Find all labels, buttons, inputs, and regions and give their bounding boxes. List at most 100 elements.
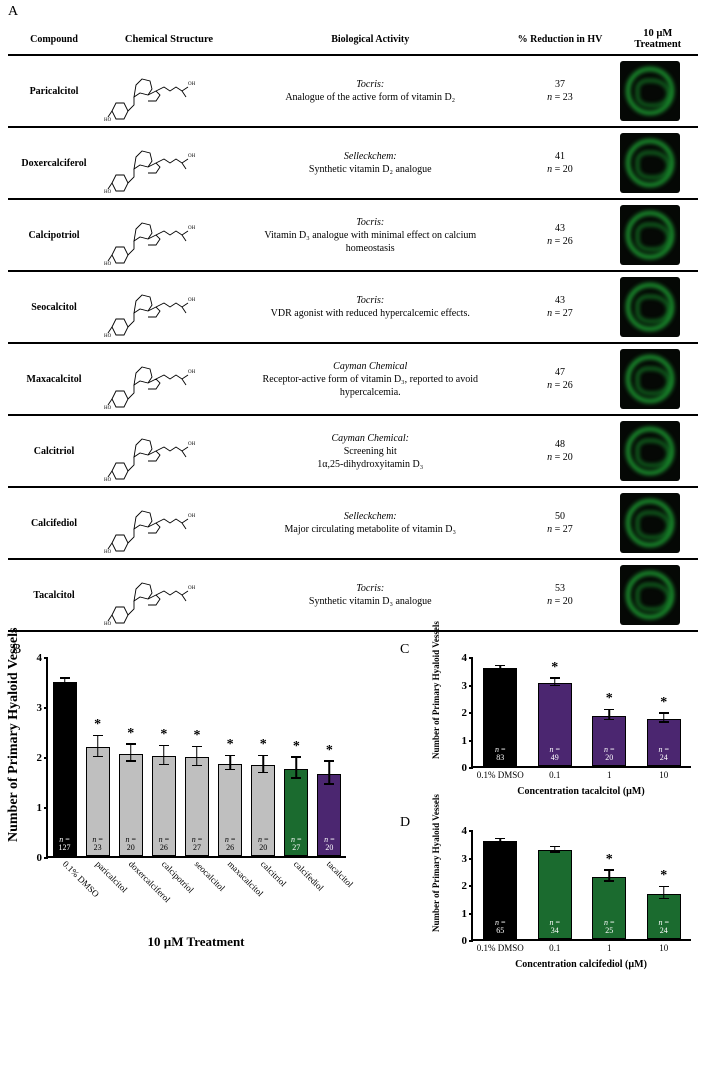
treatment-image — [618, 271, 699, 343]
y-tick-label: 4 — [453, 652, 467, 664]
y-axis-label: Number of Primary Hyaloid Vessels — [6, 628, 22, 842]
n-label: n =27 — [192, 836, 203, 852]
bar-column: *n =27calcifediol — [280, 658, 313, 856]
bar-column: *n =20doxercalciferol — [114, 658, 147, 856]
significance-star: * — [160, 727, 167, 743]
compound-table: Compound Chemical Structure Biological A… — [8, 24, 698, 632]
table-row: Doxercalciferol HO OH Selleckchem:Synthe… — [8, 127, 698, 199]
plot-area: 01234n =1270.1% DMSO*n =23paricalcitol*n… — [46, 658, 346, 858]
chemical-structure: HO OH — [100, 127, 238, 199]
reduction-hv: 53n = 20 — [503, 559, 618, 631]
svg-text:HO: HO — [104, 334, 112, 337]
significance-star: * — [193, 728, 200, 744]
significance-star: * — [326, 743, 333, 759]
y-tick-label: 3 — [453, 680, 467, 692]
y-tick-label: 0 — [453, 935, 467, 947]
bar: *n =20 — [317, 774, 341, 857]
treatment-image — [618, 487, 699, 559]
significance-star: * — [660, 868, 667, 884]
bar-column: n =830.1% DMSO — [473, 658, 528, 766]
bar: *n =20 — [592, 716, 626, 766]
n-label: n =20 — [324, 836, 335, 852]
x-tick-label: calcitriol — [259, 859, 289, 889]
th-structure: Chemical Structure — [100, 24, 238, 55]
n-label: n =49 — [549, 746, 560, 762]
y-tick-label: 4 — [28, 652, 42, 664]
panel-d-label: D — [380, 815, 709, 831]
th-hv: % Reduction in HV — [503, 24, 618, 55]
bar-column: *n =26calcipotriol — [147, 658, 180, 856]
x-axis-label: 10 µM Treatment — [46, 934, 346, 950]
compound-name: Tacalcitol — [8, 559, 100, 631]
bar: *n =26 — [152, 756, 176, 856]
biological-activity: Cayman ChemicalReceptor-active form of v… — [238, 343, 503, 415]
chemical-structure: HO OH — [100, 343, 238, 415]
panel-a-label: A — [0, 0, 709, 24]
biological-activity: Selleckchem:Major circulating metabolite… — [238, 487, 503, 559]
y-tick-label: 3 — [28, 702, 42, 714]
biological-activity: Cayman Chemical:Screening hit1α,25-dihyd… — [238, 415, 503, 487]
treatment-image — [618, 127, 699, 199]
table-row: Tacalcitol HO OH Tocris:Synthetic vitami… — [8, 559, 698, 631]
y-tick-label: 1 — [453, 735, 467, 747]
svg-text:HO: HO — [104, 406, 112, 409]
biological-activity: Tocris:Analogue of the active form of vi… — [238, 55, 503, 127]
reduction-hv: 48n = 20 — [503, 415, 618, 487]
significance-star: * — [293, 739, 300, 755]
x-tick-label: 10 — [659, 943, 668, 953]
y-axis-label: Number of Primary Hyaloid Vessels — [431, 621, 441, 759]
n-label: n =83 — [495, 746, 506, 762]
x-tick-label: 10 — [659, 770, 668, 780]
significance-star: * — [606, 691, 613, 707]
table-row: Calcifediol HO OH Selleckchem:Major circ… — [8, 487, 698, 559]
bar: *n =27 — [185, 757, 209, 856]
chemical-structure: HO OH — [100, 199, 238, 271]
bar-column: *n =251 — [582, 831, 637, 939]
compound-name: Paricalcitol — [8, 55, 100, 127]
bar-column: *n =23paricalcitol — [81, 658, 114, 856]
y-tick-label: 2 — [453, 880, 467, 892]
n-label: n =24 — [658, 746, 669, 762]
n-label: n =24 — [658, 919, 669, 935]
bar: n =83 — [483, 668, 517, 766]
significance-star: * — [127, 726, 134, 742]
svg-text:HO: HO — [104, 478, 112, 481]
svg-text:HO: HO — [104, 118, 112, 121]
chemical-structure: HO OH — [100, 55, 238, 127]
x-tick-label: seocalcitol — [193, 859, 227, 893]
y-tick-label: 4 — [453, 825, 467, 837]
significance-star: * — [660, 695, 667, 711]
bar: *n =25 — [592, 877, 626, 939]
x-tick-label: 0.1 — [549, 770, 560, 780]
x-axis-label: Concentration tacalcitol (µM) — [471, 786, 691, 797]
reduction-hv: 37n = 23 — [503, 55, 618, 127]
bar: n =127 — [53, 682, 77, 856]
biological-activity: Tocris:Vitamin D₃ analogue with minimal … — [238, 199, 503, 271]
bar: *n =24 — [647, 894, 681, 939]
treatment-image — [618, 343, 699, 415]
y-tick-label: 2 — [28, 752, 42, 764]
n-label: n =27 — [291, 836, 302, 852]
n-label: n =26 — [159, 836, 170, 852]
table-row: Maxacalcitol HO OH Cayman ChemicalRecept… — [8, 343, 698, 415]
bar-column: *n =27seocalcitol — [180, 658, 213, 856]
chemical-structure: HO OH — [100, 415, 238, 487]
table-row: Paricalcitol HO OH Tocris:Analogue of th… — [8, 55, 698, 127]
treatment-image — [618, 415, 699, 487]
bar: *n =20 — [251, 765, 275, 856]
bar: *n =49 — [538, 683, 572, 766]
compound-name: Calcifediol — [8, 487, 100, 559]
svg-text:OH: OH — [188, 514, 196, 519]
biological-activity: Tocris:VDR agonist with reduced hypercal… — [238, 271, 503, 343]
plot-area: 01234n =830.1% DMSO*n =490.1*n =201*n =2… — [471, 658, 691, 768]
th-bio: Biological Activity — [238, 24, 503, 55]
bar-column: *n =20calcitriol — [247, 658, 280, 856]
y-tick-label: 1 — [28, 802, 42, 814]
svg-text:OH: OH — [188, 370, 196, 375]
bar: n =65 — [483, 841, 517, 939]
chart-b: Number of Primary Hyaloid Vessels01234n … — [10, 658, 380, 950]
svg-text:OH: OH — [188, 586, 196, 591]
y-axis-label: Number of Primary Hyaloid Vessels — [431, 794, 441, 932]
y-tick-label: 0 — [453, 762, 467, 774]
n-label: n =25 — [604, 919, 615, 935]
